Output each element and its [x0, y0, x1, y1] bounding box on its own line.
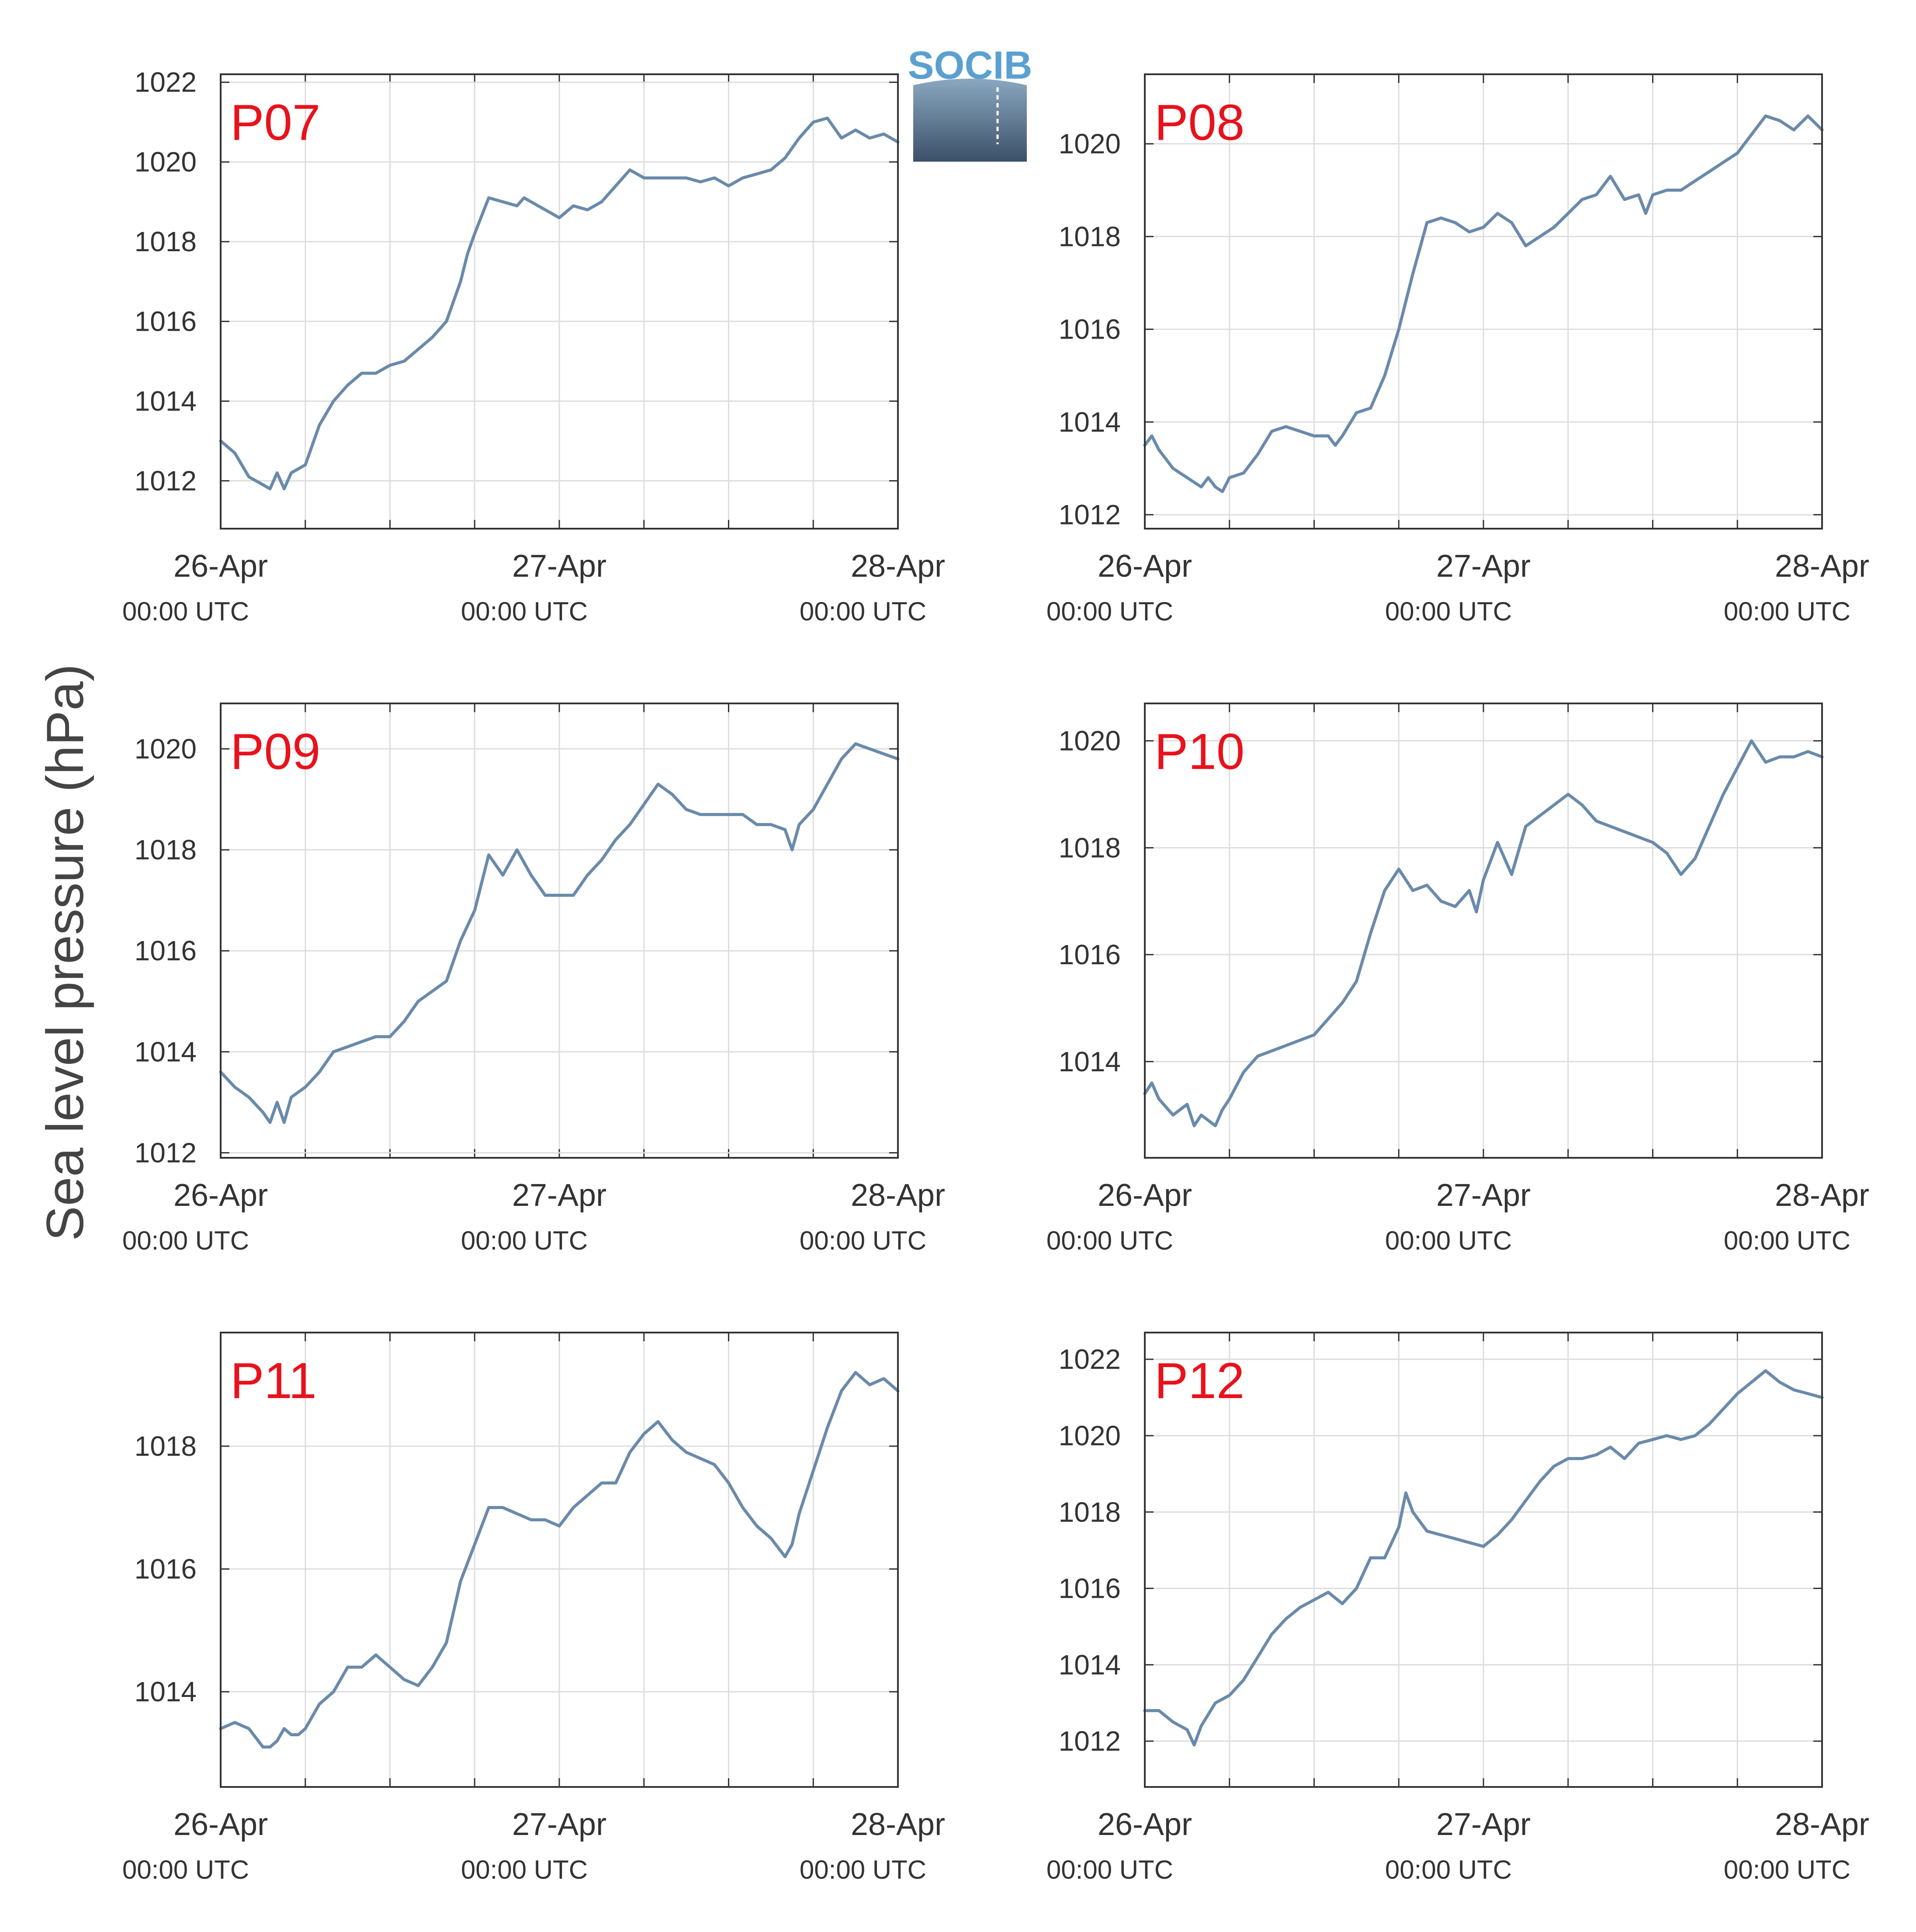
x-tick-time-label: 00:00 UTC	[122, 1855, 249, 1884]
y-tick-label: 1016	[1059, 1573, 1121, 1604]
y-tick-label: 1016	[1059, 314, 1121, 345]
x-tick-date-label: 27-Apr	[512, 549, 606, 584]
y-tick-label: 1012	[1059, 499, 1121, 530]
chart-panel-p10: 1014 1016 1018 1020 26-Apr 00:00 UTC 27-Apr 00:…	[1046, 703, 1869, 1255]
y-tick-label: 1014	[1059, 1046, 1121, 1077]
x-tick-date-label: 27-Apr	[512, 1178, 606, 1213]
pressure-series-line	[1143, 1369, 1824, 1747]
x-tick-date-label: 26-Apr	[1098, 1178, 1192, 1213]
x-tick-time-label: 00:00 UTC	[1724, 597, 1850, 626]
plot-frame	[1144, 1332, 1823, 1788]
x-tick-time-label: 00:00 UTC	[1046, 1226, 1173, 1255]
x-tick-time-label: 00:00 UTC	[1724, 1855, 1850, 1884]
y-tick-label: 1012	[1059, 1725, 1121, 1757]
x-tick-time-label: 00:00 UTC	[122, 597, 249, 626]
plot-frame	[220, 1332, 899, 1788]
y-tick-label: 1018	[135, 1430, 197, 1462]
pressure-series-line	[219, 1371, 900, 1749]
x-tick-date-label: 28-Apr	[1775, 1807, 1869, 1842]
panel-title: P12	[1154, 1352, 1244, 1409]
y-tick-label: 1012	[135, 465, 197, 497]
plot-frame	[220, 703, 899, 1159]
x-tick-date-label: 26-Apr	[1098, 1807, 1192, 1842]
x-tick-time-label: 00:00 UTC	[461, 1226, 588, 1255]
x-tick-time-label: 00:00 UTC	[1385, 597, 1512, 626]
socib-logo: SOCIB	[908, 44, 1032, 162]
plot-frame	[1144, 703, 1823, 1159]
y-tick-label: 1020	[1059, 1420, 1121, 1451]
y-tick-label: 1016	[1059, 939, 1121, 970]
x-tick-time-label: 00:00 UTC	[1724, 1226, 1850, 1255]
y-tick-label: 1016	[135, 935, 197, 966]
x-tick-date-label: 27-Apr	[1436, 549, 1531, 584]
x-tick-date-label: 28-Apr	[1775, 549, 1869, 584]
pressure-series-line	[1143, 739, 1824, 1128]
x-tick-time-label: 00:00 UTC	[461, 597, 588, 626]
chart-panel-p11: 1014 1016 1018 26-Apr 00:00 UTC 27-Apr 00:00 U…	[122, 1332, 945, 1884]
panel-title: P07	[230, 94, 320, 151]
y-tick-label: 1020	[135, 733, 197, 765]
y-tick-label: 1022	[1059, 1343, 1121, 1375]
y-tick-label: 1018	[135, 834, 197, 866]
y-tick-label: 1016	[135, 306, 197, 337]
y-tick-label: 1014	[1059, 1649, 1121, 1680]
x-tick-date-label: 26-Apr	[173, 1807, 268, 1842]
y-tick-label: 1022	[135, 66, 197, 98]
plot-frame	[220, 73, 899, 530]
x-tick-time-label: 00:00 UTC	[1046, 597, 1173, 626]
chart-panel-p12: 1012 1014 1016 1018 1020 1022 26-Apr 00:00 UTC 2…	[1046, 1332, 1869, 1884]
x-tick-date-label: 27-Apr	[512, 1807, 606, 1842]
y-tick-label: 1018	[1059, 221, 1121, 252]
x-tick-date-label: 28-Apr	[1775, 1178, 1869, 1213]
x-tick-time-label: 00:00 UTC	[800, 1855, 926, 1884]
y-tick-label: 1014	[135, 1036, 197, 1067]
y-tick-label: 1012	[135, 1137, 197, 1168]
panel-title: P09	[230, 723, 320, 780]
pressure-series-line	[219, 742, 900, 1124]
x-tick-date-label: 28-Apr	[851, 1807, 945, 1842]
x-tick-date-label: 28-Apr	[851, 1178, 945, 1213]
y-tick-label: 1014	[135, 385, 197, 417]
x-tick-time-label: 00:00 UTC	[800, 597, 926, 626]
chart-panel-p07: 1012 1014 1016 1018 1020 1022 26-Apr 00:00 UTC 2…	[122, 66, 945, 626]
pressure-series-line	[219, 116, 900, 491]
panel-title: P08	[1154, 94, 1244, 151]
x-tick-date-label: 28-Apr	[851, 549, 945, 584]
chart-panel-p09: 1012 1014 1016 1018 1020 26-Apr 00:00 UTC 27-Ap…	[122, 703, 945, 1255]
x-tick-time-label: 00:00 UTC	[1046, 1855, 1173, 1884]
x-tick-date-label: 26-Apr	[173, 549, 268, 584]
y-tick-label: 1014	[135, 1676, 197, 1707]
y-tick-label: 1020	[135, 146, 197, 178]
x-tick-date-label: 27-Apr	[1436, 1807, 1531, 1842]
y-tick-label: 1014	[1059, 406, 1121, 438]
pressure-series-line	[1143, 114, 1824, 493]
y-tick-label: 1020	[1059, 128, 1121, 159]
y-tick-label: 1016	[135, 1553, 197, 1585]
panel-title: P10	[1154, 723, 1244, 780]
x-tick-time-label: 00:00 UTC	[1385, 1226, 1512, 1255]
x-tick-time-label: 00:00 UTC	[461, 1855, 588, 1884]
panel-title: P11	[230, 1352, 317, 1409]
y-tick-label: 1018	[135, 226, 197, 257]
x-tick-time-label: 00:00 UTC	[1385, 1855, 1512, 1884]
x-tick-date-label: 26-Apr	[1098, 549, 1192, 584]
x-tick-date-label: 27-Apr	[1436, 1178, 1531, 1213]
x-tick-time-label: 00:00 UTC	[800, 1226, 926, 1255]
y-tick-label: 1020	[1059, 725, 1121, 757]
y-tick-label: 1018	[1059, 1496, 1121, 1528]
chart-panel-p08: 1012 1014 1016 1018 1020 26-Apr 00:00 UTC 27-Ap…	[1046, 73, 1869, 626]
x-tick-time-label: 00:00 UTC	[122, 1226, 249, 1255]
y-tick-label: 1018	[1059, 832, 1121, 863]
plot-frame	[1144, 73, 1823, 530]
y-axis-label: Sea level pressure (hPa)	[36, 664, 94, 1241]
x-tick-date-label: 26-Apr	[173, 1178, 268, 1213]
